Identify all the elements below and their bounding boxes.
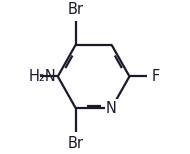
Text: N: N — [106, 101, 117, 116]
Text: F: F — [151, 69, 160, 84]
Text: H₂N: H₂N — [29, 69, 57, 84]
Text: Br: Br — [68, 136, 84, 151]
Text: Br: Br — [68, 2, 84, 17]
